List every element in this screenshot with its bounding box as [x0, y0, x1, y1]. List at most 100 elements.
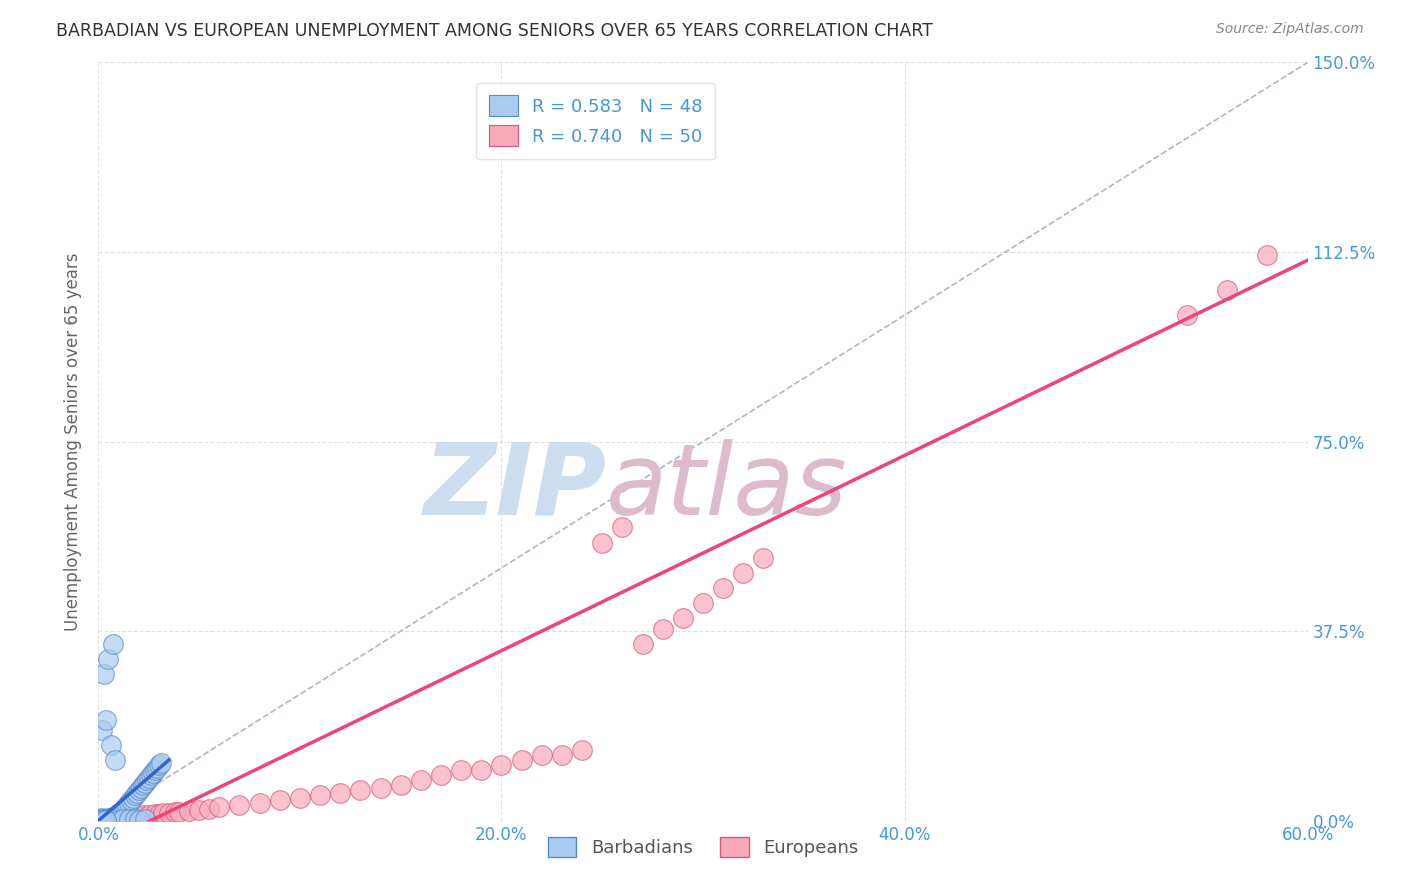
- Point: [111, 804, 134, 818]
- Point: [470, 763, 492, 777]
- Point: [228, 798, 250, 813]
- Point: [146, 760, 169, 774]
- Point: [89, 812, 111, 826]
- Point: [450, 763, 472, 777]
- Point: [103, 808, 125, 822]
- Point: [91, 811, 114, 825]
- Text: ZIP: ZIP: [423, 439, 606, 535]
- Point: [96, 813, 118, 827]
- Point: [349, 783, 371, 797]
- Point: [530, 747, 553, 762]
- Point: [430, 768, 453, 782]
- Point: [101, 809, 124, 823]
- Point: [370, 780, 392, 795]
- Point: [100, 811, 122, 825]
- Point: [167, 805, 190, 819]
- Point: [101, 637, 124, 651]
- Point: [179, 804, 201, 818]
- Point: [111, 812, 134, 826]
- Point: [631, 637, 654, 651]
- Point: [752, 550, 775, 565]
- Point: [149, 756, 172, 770]
- Point: [1175, 308, 1198, 322]
- Point: [89, 813, 111, 827]
- Point: [103, 753, 125, 767]
- Point: [120, 793, 142, 807]
- Point: [128, 783, 150, 797]
- Point: [111, 810, 134, 824]
- Point: [103, 811, 125, 825]
- Point: [591, 535, 613, 549]
- Point: [118, 809, 141, 823]
- Point: [124, 812, 146, 826]
- Point: [110, 805, 132, 819]
- Point: [115, 798, 138, 813]
- Point: [128, 813, 150, 827]
- Point: [1216, 283, 1239, 297]
- Y-axis label: Unemployment Among Seniors over 65 years: Unemployment Among Seniors over 65 years: [65, 252, 83, 631]
- Point: [93, 813, 115, 827]
- Point: [118, 812, 141, 826]
- Point: [139, 768, 162, 782]
- Point: [409, 773, 432, 788]
- Point: [97, 811, 120, 825]
- Point: [97, 652, 120, 666]
- Point: [121, 791, 143, 805]
- Point: [91, 723, 114, 737]
- Point: [733, 566, 755, 580]
- Point: [1256, 247, 1278, 261]
- Text: Source: ZipAtlas.com: Source: ZipAtlas.com: [1216, 22, 1364, 37]
- Point: [651, 622, 673, 636]
- Text: atlas: atlas: [606, 439, 848, 535]
- Point: [142, 765, 165, 780]
- Point: [309, 789, 332, 803]
- Point: [138, 807, 160, 822]
- Point: [105, 807, 128, 822]
- Point: [107, 806, 129, 821]
- Point: [288, 791, 311, 805]
- Point: [143, 763, 166, 777]
- Point: [97, 812, 120, 826]
- Point: [93, 667, 115, 681]
- Text: BARBADIAN VS EUROPEAN UNEMPLOYMENT AMONG SENIORS OVER 65 YEARS CORRELATION CHART: BARBADIAN VS EUROPEAN UNEMPLOYMENT AMONG…: [56, 22, 934, 40]
- Point: [107, 813, 129, 827]
- Point: [124, 809, 146, 823]
- Point: [672, 611, 695, 625]
- Point: [148, 806, 170, 821]
- Point: [91, 813, 114, 827]
- Point: [148, 758, 170, 772]
- Point: [612, 520, 634, 534]
- Point: [551, 747, 574, 762]
- Point: [100, 738, 122, 752]
- Point: [157, 805, 180, 820]
- Point: [93, 812, 115, 826]
- Point: [135, 773, 157, 788]
- Point: [143, 807, 166, 822]
- Point: [114, 801, 136, 815]
- Point: [692, 596, 714, 610]
- Point: [198, 801, 221, 815]
- Point: [93, 812, 115, 826]
- Point: [107, 811, 129, 825]
- Point: [163, 805, 186, 819]
- Point: [510, 753, 533, 767]
- Point: [389, 778, 412, 792]
- Point: [125, 786, 148, 800]
- Point: [152, 806, 174, 821]
- Point: [188, 803, 211, 817]
- Point: [128, 808, 150, 822]
- Point: [269, 793, 291, 807]
- Point: [132, 778, 155, 792]
- Point: [124, 789, 146, 803]
- Point: [96, 812, 118, 826]
- Point: [491, 758, 513, 772]
- Point: [208, 800, 231, 814]
- Point: [711, 581, 734, 595]
- Point: [249, 796, 271, 810]
- Point: [132, 808, 155, 822]
- Point: [571, 743, 593, 757]
- Point: [138, 771, 160, 785]
- Point: [129, 780, 152, 795]
- Point: [96, 713, 118, 727]
- Point: [329, 786, 352, 800]
